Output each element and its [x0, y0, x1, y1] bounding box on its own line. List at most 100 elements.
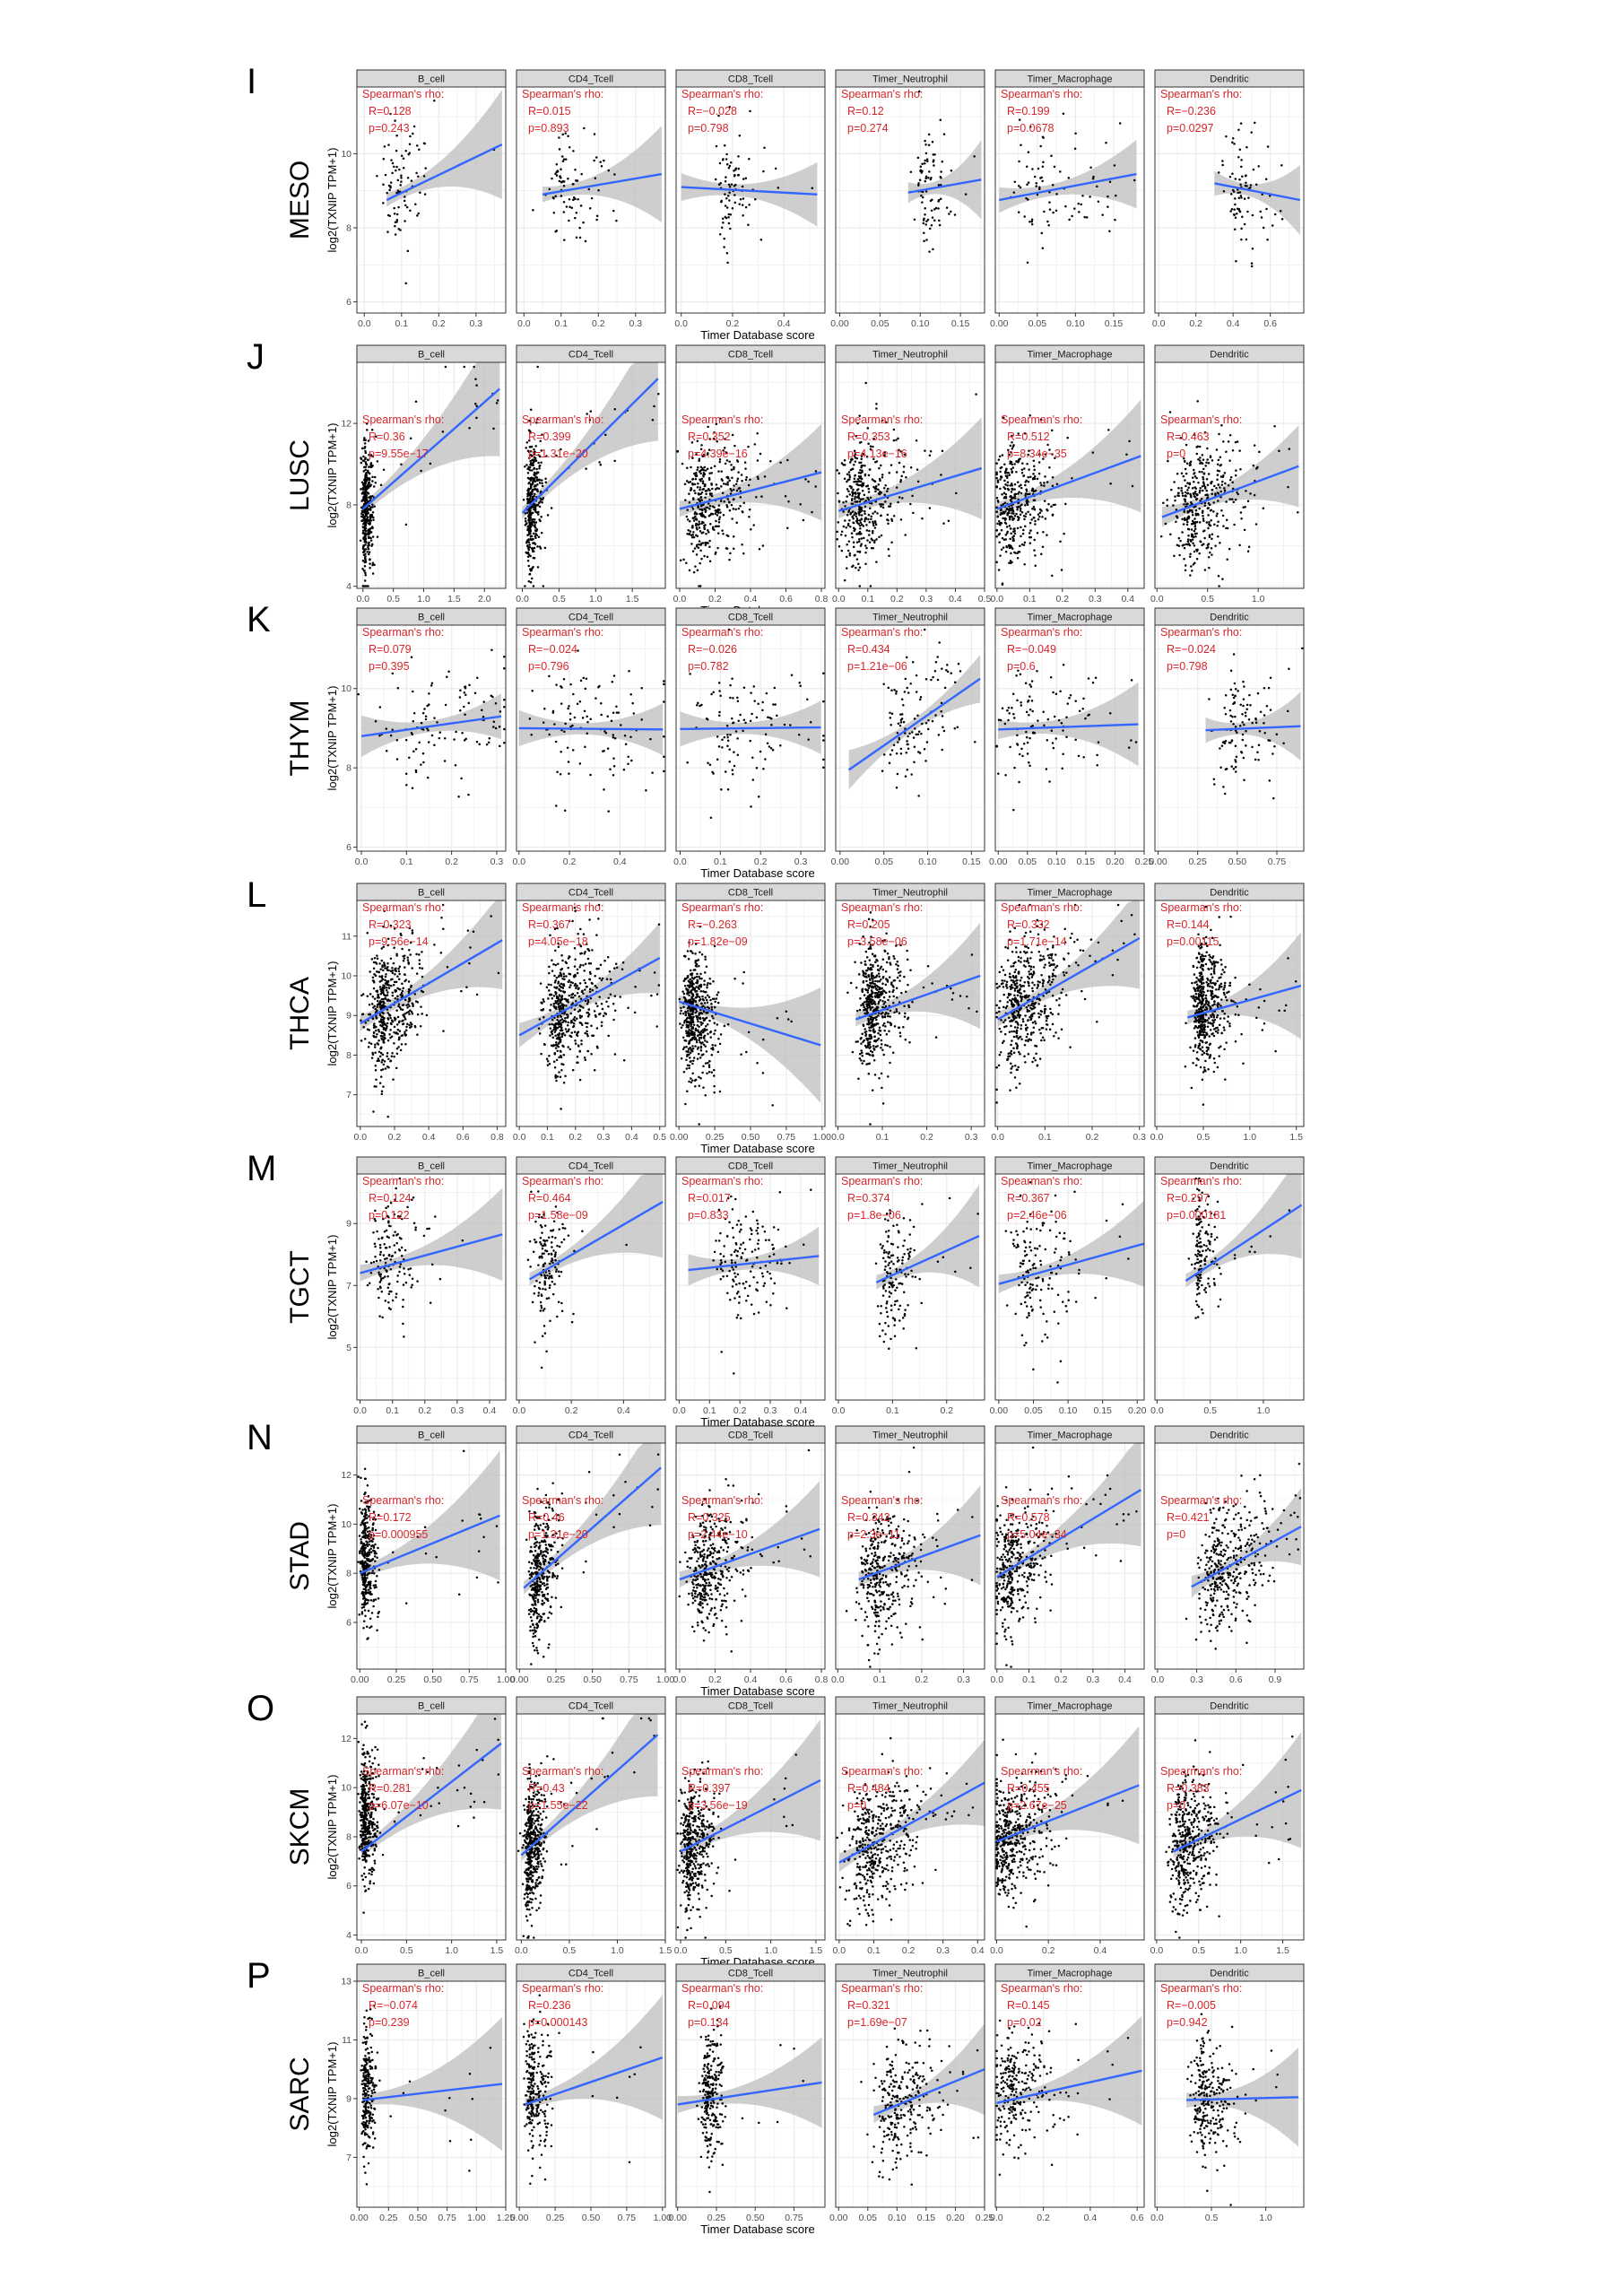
scatter-point	[707, 476, 711, 480]
scatter-point	[376, 999, 379, 1003]
scatter-point	[395, 1031, 397, 1035]
scatter-point	[391, 672, 395, 675]
scatter-point	[698, 543, 700, 546]
scatter-point	[726, 195, 730, 197]
scatter-point	[1044, 517, 1047, 520]
scatter-point	[1222, 440, 1225, 443]
scatter-point	[1038, 187, 1041, 191]
scatter-point	[392, 1078, 395, 1081]
scatter-point	[537, 535, 541, 539]
scatter-point	[657, 393, 660, 396]
scatter-point	[1258, 729, 1262, 733]
scatter-point	[425, 1013, 429, 1017]
scatter-point	[687, 529, 690, 532]
scatter-point	[725, 176, 727, 178]
scatter-point	[396, 975, 399, 978]
scatter-point	[884, 484, 887, 487]
scatter-point	[503, 727, 506, 731]
scatter-point	[1207, 543, 1211, 545]
scatter-point	[711, 487, 714, 491]
scatter-point	[1209, 456, 1212, 459]
scatter-point	[748, 158, 751, 161]
scatter-point	[853, 529, 855, 532]
scatter-point	[904, 534, 907, 536]
scatter-point	[797, 733, 801, 736]
scatter-point	[384, 1067, 387, 1070]
scatter-point	[586, 732, 589, 735]
scatter-point	[420, 469, 422, 473]
scatter-point	[568, 772, 570, 775]
scatter-point	[1020, 747, 1023, 751]
scatter-point	[937, 207, 940, 210]
spearman-header: Spearman's rho:	[841, 88, 923, 100]
scatter-point	[760, 495, 763, 498]
scatter-point	[1220, 509, 1223, 512]
scatter-point	[1096, 753, 1098, 757]
scatter-point	[1225, 135, 1228, 138]
x-tick-label: 0.10	[1047, 857, 1066, 867]
scatter-point	[408, 999, 412, 1002]
scatter-point	[1221, 578, 1224, 580]
scatter-point	[558, 148, 561, 151]
scatter-point	[1046, 718, 1050, 721]
scatter-point	[898, 461, 901, 465]
scatter-point	[847, 540, 851, 543]
scatter-point	[429, 462, 432, 465]
scatter-point	[386, 962, 389, 965]
scatter-point	[711, 505, 715, 509]
scatter-point	[359, 539, 362, 543]
scatter-point	[859, 521, 863, 524]
scatter-point	[1091, 451, 1095, 454]
scatter-point	[897, 741, 899, 744]
scatter-point	[697, 465, 699, 469]
scatter-point	[1024, 682, 1028, 685]
scatter-point	[1209, 509, 1212, 512]
scatter-point	[395, 191, 398, 195]
scatter-point	[386, 998, 390, 1001]
scatter-point	[1249, 184, 1253, 187]
scatter-point	[1203, 529, 1206, 532]
scatter-point	[975, 393, 977, 396]
scatter-point	[845, 555, 848, 559]
scatter-point	[706, 467, 709, 470]
x-tick-label: 0.50	[1228, 857, 1247, 867]
scatter-point	[385, 988, 388, 992]
scatter-point	[950, 672, 952, 674]
scatter-point	[551, 1022, 553, 1026]
scatter-point	[1217, 500, 1219, 502]
x-tick-label: 0.5	[978, 594, 992, 604]
scatter-point	[575, 236, 578, 239]
scatter-point	[599, 161, 602, 163]
scatter-point	[534, 521, 536, 524]
scatter-point	[1013, 527, 1016, 530]
scatter-point	[551, 970, 554, 972]
scatter-point	[742, 686, 746, 690]
scatter-point	[527, 518, 530, 522]
scatter-point	[1096, 185, 1098, 188]
x-tick-label: 0.05	[1028, 318, 1047, 329]
scatter-point	[872, 512, 874, 515]
scatter-point	[379, 968, 382, 971]
panel-letter: I	[247, 62, 256, 101]
scatter-point	[974, 740, 976, 744]
scatter-point	[574, 958, 577, 961]
scatter-point	[1002, 503, 1005, 506]
scatter-point	[1043, 210, 1046, 213]
scatter-point	[1228, 176, 1232, 178]
scatter-point	[386, 1022, 389, 1025]
scatter-point	[1001, 536, 1004, 540]
scatter-point	[524, 585, 526, 587]
scatter-point	[1187, 515, 1190, 517]
scatter-point	[887, 522, 890, 525]
scatter-point	[553, 974, 556, 978]
scatter-point	[858, 540, 861, 544]
scatter-point	[874, 484, 878, 488]
x-tick-label: 1.0	[589, 594, 603, 604]
x-tick-label: 0.0	[516, 594, 529, 604]
scatter-point	[1010, 491, 1013, 493]
scatter-point	[713, 465, 716, 467]
scatter-point	[724, 770, 727, 773]
scatter-point	[837, 491, 839, 495]
